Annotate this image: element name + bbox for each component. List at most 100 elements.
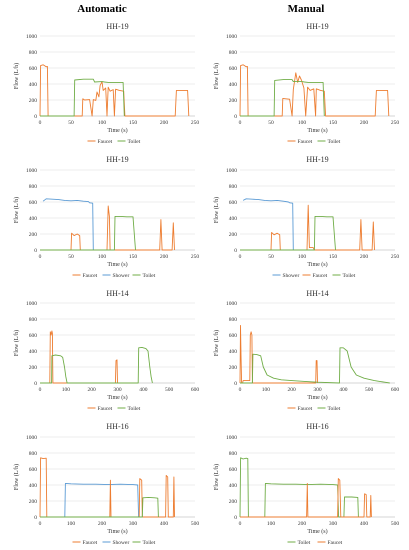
x-tick-label: 200 xyxy=(360,254,369,260)
x-tick-label: 100 xyxy=(98,254,107,260)
y-tick-label: 200 xyxy=(229,98,238,104)
y-tick-label: 800 xyxy=(29,317,38,323)
legend-label-faucet: Faucet xyxy=(298,406,313,412)
x-axis-label: Time (s) xyxy=(307,394,327,401)
x-tick-label: 200 xyxy=(288,387,297,393)
y-tick-label: 1000 xyxy=(226,435,237,441)
y-tick-label: 200 xyxy=(29,232,38,238)
series-line-toilet xyxy=(40,78,125,117)
y-tick-label: 0 xyxy=(234,515,237,521)
x-tick-label: 250 xyxy=(191,120,200,126)
series-line-faucet xyxy=(240,204,375,251)
y-axis-label: Flow (L/h) xyxy=(213,330,220,356)
x-tick-label: 100 xyxy=(67,521,76,527)
x-tick-label: 250 xyxy=(391,254,400,260)
y-tick-label: 600 xyxy=(229,66,238,72)
y-tick-label: 0 xyxy=(34,381,37,387)
legend-label-toilet: Toilet xyxy=(128,406,141,412)
legend-label-shower: Shower xyxy=(113,540,130,546)
x-tick-label: 400 xyxy=(360,521,369,527)
y-tick-label: 200 xyxy=(229,499,238,505)
x-tick-label: 500 xyxy=(365,387,374,393)
legend-label-toilet: Toilet xyxy=(143,540,156,546)
y-tick-label: 800 xyxy=(29,451,38,457)
x-tick-label: 200 xyxy=(88,387,97,393)
column-heading-manual: Manual xyxy=(287,3,325,15)
y-tick-label: 600 xyxy=(29,66,38,72)
chart-7: HH-16 0 200 400 600 800 1000 0 100 200 300 400 500 Ti… xyxy=(13,422,199,546)
series-line-toilet xyxy=(240,215,336,251)
x-tick-label: 0 xyxy=(239,387,242,393)
y-tick-label: 400 xyxy=(229,483,238,489)
chart-6: HH-14 0 200 400 600 800 1000 0 100 200 300 400 500 60… xyxy=(213,289,399,412)
series-line-toilet xyxy=(40,215,136,251)
x-tick-label: 100 xyxy=(298,120,307,126)
x-tick-label: 400 xyxy=(139,387,148,393)
legend-label-shower: Shower xyxy=(283,273,300,279)
legend-label-toilet: Toilet xyxy=(143,273,156,279)
series-line-faucet xyxy=(39,457,175,518)
x-tick-label: 50 xyxy=(268,254,274,260)
y-tick-label: 1000 xyxy=(226,168,237,174)
y-tick-label: 0 xyxy=(34,114,37,120)
y-tick-label: 800 xyxy=(229,184,238,190)
x-tick-label: 150 xyxy=(329,120,338,126)
y-tick-label: 0 xyxy=(34,515,37,521)
chart-title: HH-16 xyxy=(306,422,328,431)
y-tick-label: 0 xyxy=(34,248,37,254)
legend-label-faucet: Faucet xyxy=(98,139,113,145)
y-tick-label: 600 xyxy=(29,333,38,339)
y-tick-label: 400 xyxy=(229,82,238,88)
x-tick-label: 500 xyxy=(165,387,174,393)
y-axis-label: Flow (L/h) xyxy=(213,464,220,490)
x-axis-label: Time (s) xyxy=(107,394,127,401)
y-tick-label: 200 xyxy=(229,232,238,238)
x-tick-label: 500 xyxy=(391,521,400,527)
x-tick-label: 300 xyxy=(313,387,322,393)
x-tick-label: 200 xyxy=(298,521,307,527)
chart-8: HH-16 0 200 400 600 800 1000 0 100 200 300 400 500 Ti… xyxy=(213,422,399,546)
y-tick-label: 0 xyxy=(234,381,237,387)
x-tick-label: 50 xyxy=(68,254,74,260)
x-tick-label: 0 xyxy=(239,120,242,126)
y-tick-label: 200 xyxy=(29,499,38,505)
x-tick-label: 500 xyxy=(191,521,200,527)
series-line-faucet xyxy=(239,324,318,384)
x-tick-label: 150 xyxy=(129,254,138,260)
x-tick-label: 150 xyxy=(129,120,138,126)
x-tick-label: 200 xyxy=(160,120,169,126)
legend-label-shower: Shower xyxy=(113,273,130,279)
y-tick-label: 400 xyxy=(29,216,38,222)
chart-title: HH-19 xyxy=(306,155,328,164)
legend-label-toilet: Toilet xyxy=(298,540,311,546)
y-tick-label: 200 xyxy=(29,98,38,104)
y-tick-label: 1000 xyxy=(26,34,37,40)
legend-label-faucet: Faucet xyxy=(83,273,98,279)
y-axis-label: Flow (L/h) xyxy=(13,464,20,490)
x-tick-label: 0 xyxy=(239,521,242,527)
y-tick-label: 800 xyxy=(229,50,238,56)
series-line-toilet xyxy=(240,79,325,117)
x-tick-label: 100 xyxy=(62,387,71,393)
x-tick-label: 200 xyxy=(360,120,369,126)
y-tick-label: 600 xyxy=(229,333,238,339)
legend-label-toilet: Toilet xyxy=(128,139,141,145)
x-tick-label: 400 xyxy=(339,387,348,393)
series-line-toilet xyxy=(40,496,159,518)
y-axis-label: Flow (L/h) xyxy=(13,197,20,223)
x-tick-label: 50 xyxy=(268,120,274,126)
y-axis-label: Flow (L/h) xyxy=(213,197,220,223)
y-tick-label: 600 xyxy=(29,467,38,473)
series-line-shower xyxy=(242,198,294,251)
y-tick-label: 800 xyxy=(229,317,238,323)
chart-title: HH-19 xyxy=(106,22,128,31)
y-tick-label: 400 xyxy=(29,82,38,88)
y-axis-label: Flow (L/h) xyxy=(213,63,220,89)
x-tick-label: 100 xyxy=(298,254,307,260)
y-tick-label: 1000 xyxy=(226,301,237,307)
x-tick-label: 0 xyxy=(39,254,42,260)
y-tick-label: 800 xyxy=(29,50,38,56)
y-tick-label: 1000 xyxy=(26,168,37,174)
y-tick-label: 1000 xyxy=(26,301,37,307)
